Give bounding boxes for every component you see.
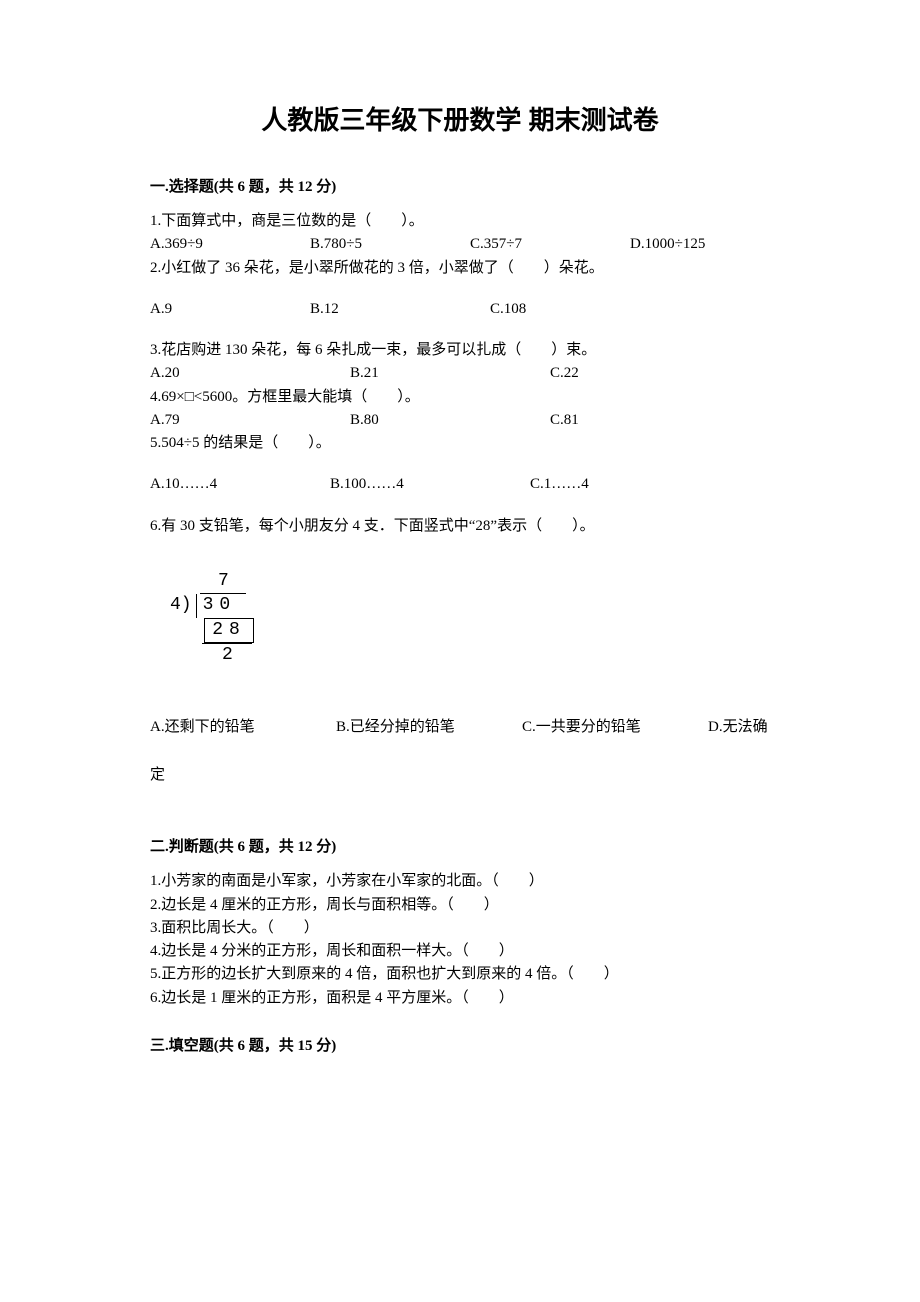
q6-opt-b: B.已经分掉的铅笔 [336,703,522,751]
q6-options-line1: A.还剩下的铅笔B.已经分掉的铅笔C.一共要分的铅笔D.无法确 [150,703,770,751]
q4-opt-a: A.79 [150,409,350,432]
judge-q3: 3.面积比周长大。（ ） [150,917,770,940]
judge-q1: 1.小芳家的南面是小军家，小芳家在小军家的北面。（ ） [150,870,770,893]
q2-opt-a: A.9 [150,298,310,321]
exam-page: 人教版三年级下册数学 期末测试卷 一.选择题(共 6 题，共 12 分) 1.下… [0,0,920,1302]
section-2-header: 二.判断题(共 6 题，共 12 分) [150,835,770,856]
division-quotient: 7 [170,570,770,593]
division-sub-box: 28 [204,618,254,643]
q6-opt-d-part2: 定 [150,767,165,783]
q1-opt-a: A.369÷9 [150,233,310,256]
q2-options: A.9 B.12 C.108 [150,298,770,321]
q5-opt-b: B.100……4 [330,473,530,496]
q6-opt-a: A.还剩下的铅笔 [150,703,336,751]
judge-q4: 4.边长是 4 分米的正方形，周长和面积一样大。（ ） [150,940,770,963]
judge-q2: 2.边长是 4 厘米的正方形，周长与面积相等。（ ） [150,894,770,917]
division-dividend: 30 [196,594,237,617]
q5-options: A.10……4 B.100……4 C.1……4 [150,473,770,496]
q4-opt-b: B.80 [350,409,550,432]
q1-stem: 1.下面算式中，商是三位数的是（ ）。 [150,210,770,233]
q2-opt-b: B.12 [310,298,490,321]
q4-opt-c: C.81 [550,409,579,432]
q4-stem: 4.69×□<5600。方框里最大能填（ ）。 [150,386,770,409]
q3-opt-c: C.22 [550,362,579,385]
q5-stem: 5.504÷5 的结果是（ ）。 [150,432,770,455]
q5-opt-a: A.10……4 [150,473,330,496]
q3-options: A.20 B.21 C.22 [150,362,770,385]
q3-opt-a: A.20 [150,362,350,385]
long-division-figure: 7 4) 30 28 2 [170,570,770,668]
q1-options: A.369÷9 B.780÷5 C.357÷7 D.1000÷125 [150,233,770,256]
q1-opt-c: C.357÷7 [470,233,630,256]
q5-opt-c: C.1……4 [530,473,589,496]
q4-options: A.79 B.80 C.81 [150,409,770,432]
q1-opt-b: B.780÷5 [310,233,470,256]
q2-stem: 2.小红做了 36 朵花，是小翠所做花的 3 倍，小翠做了（ ）朵花。 [150,257,770,280]
page-title: 人教版三年级下册数学 期末测试卷 [150,100,770,137]
division-divisor: 4) [170,594,196,617]
division-remainder: 2 [170,644,770,667]
q1-opt-d: D.1000÷125 [630,233,705,256]
q3-opt-b: B.21 [350,362,550,385]
judge-list: 1.小芳家的南面是小军家，小芳家在小军家的北面。（ ） 2.边长是 4 厘米的正… [150,870,770,1010]
section-3-header: 三.填空题(共 6 题，共 15 分) [150,1034,770,1055]
q6-opt-c: C.一共要分的铅笔 [522,703,708,751]
q6-opt-d-part1: D.无法确 [708,703,768,751]
judge-q5: 5.正方形的边长扩大到原来的 4 倍，面积也扩大到原来的 4 倍。（ ） [150,963,770,986]
q3-stem: 3.花店购进 130 朵花，每 6 朵扎成一束，最多可以扎成（ ）束。 [150,339,770,362]
section-1-header: 一.选择题(共 6 题，共 12 分) [150,175,770,196]
q6-stem: 6.有 30 支铅笔，每个小朋友分 4 支．下面竖式中“28”表示（ ）。 [150,515,770,538]
q6-options-line2: 定 [150,751,770,799]
judge-q6: 6.边长是 1 厘米的正方形，面积是 4 平方厘米。（ ） [150,987,770,1010]
q2-opt-c: C.108 [490,298,526,321]
